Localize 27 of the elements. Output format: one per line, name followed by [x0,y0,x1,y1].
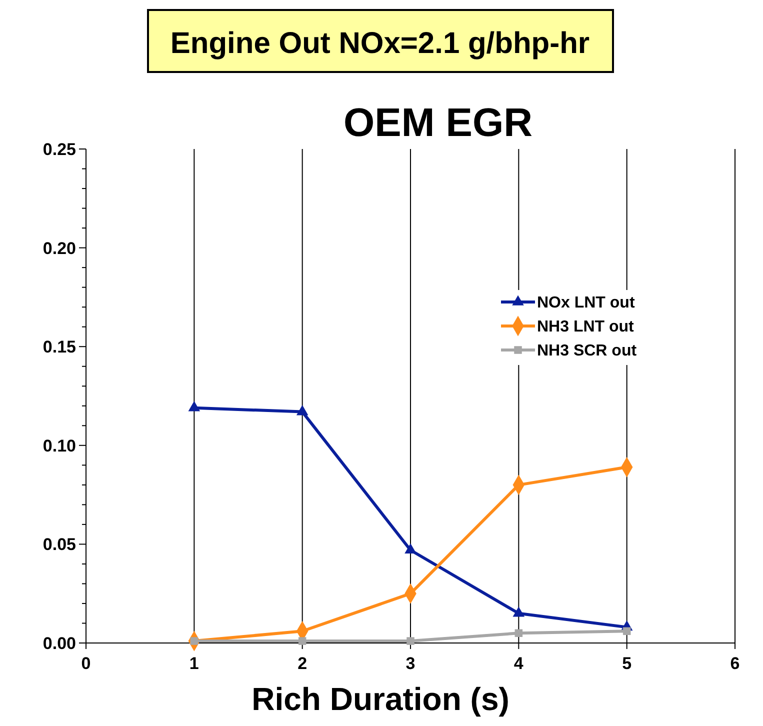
legend-label: NOx LNT out [537,294,636,312]
point [514,629,523,637]
point [296,405,308,416]
x-tick-label: 3 [406,654,416,673]
x-tick-label: 2 [298,654,308,673]
chart-subtitle: OEM EGR [344,101,533,145]
y-tick-label: 0.00 [42,634,76,653]
legend-label: NH3 LNT out [537,318,635,336]
x-tick-label: 0 [81,654,91,673]
point [404,543,416,554]
y-tick-label: 0.10 [42,436,76,456]
point [188,401,200,412]
chart-title: Engine Out NOx=2.1 g/bhp-hr [170,27,590,60]
x-tick-label: 6 [730,654,740,673]
y-tick-label: 0.05 [42,535,76,554]
y-tick-label: 0.25 [42,140,76,159]
x-tick-label: 1 [189,654,199,673]
x-tick-label: 4 [514,654,524,673]
y-tick-label: 0.15 [42,338,76,357]
point [622,627,631,636]
x-axis-title: Rich Duration (s) [252,681,510,717]
legend-label: NH3 SCR out [537,342,638,360]
point [512,606,525,617]
point [298,637,306,645]
x-tick-label: 5 [622,654,632,673]
point [406,637,414,645]
y-tick-label: 0.20 [42,238,76,258]
